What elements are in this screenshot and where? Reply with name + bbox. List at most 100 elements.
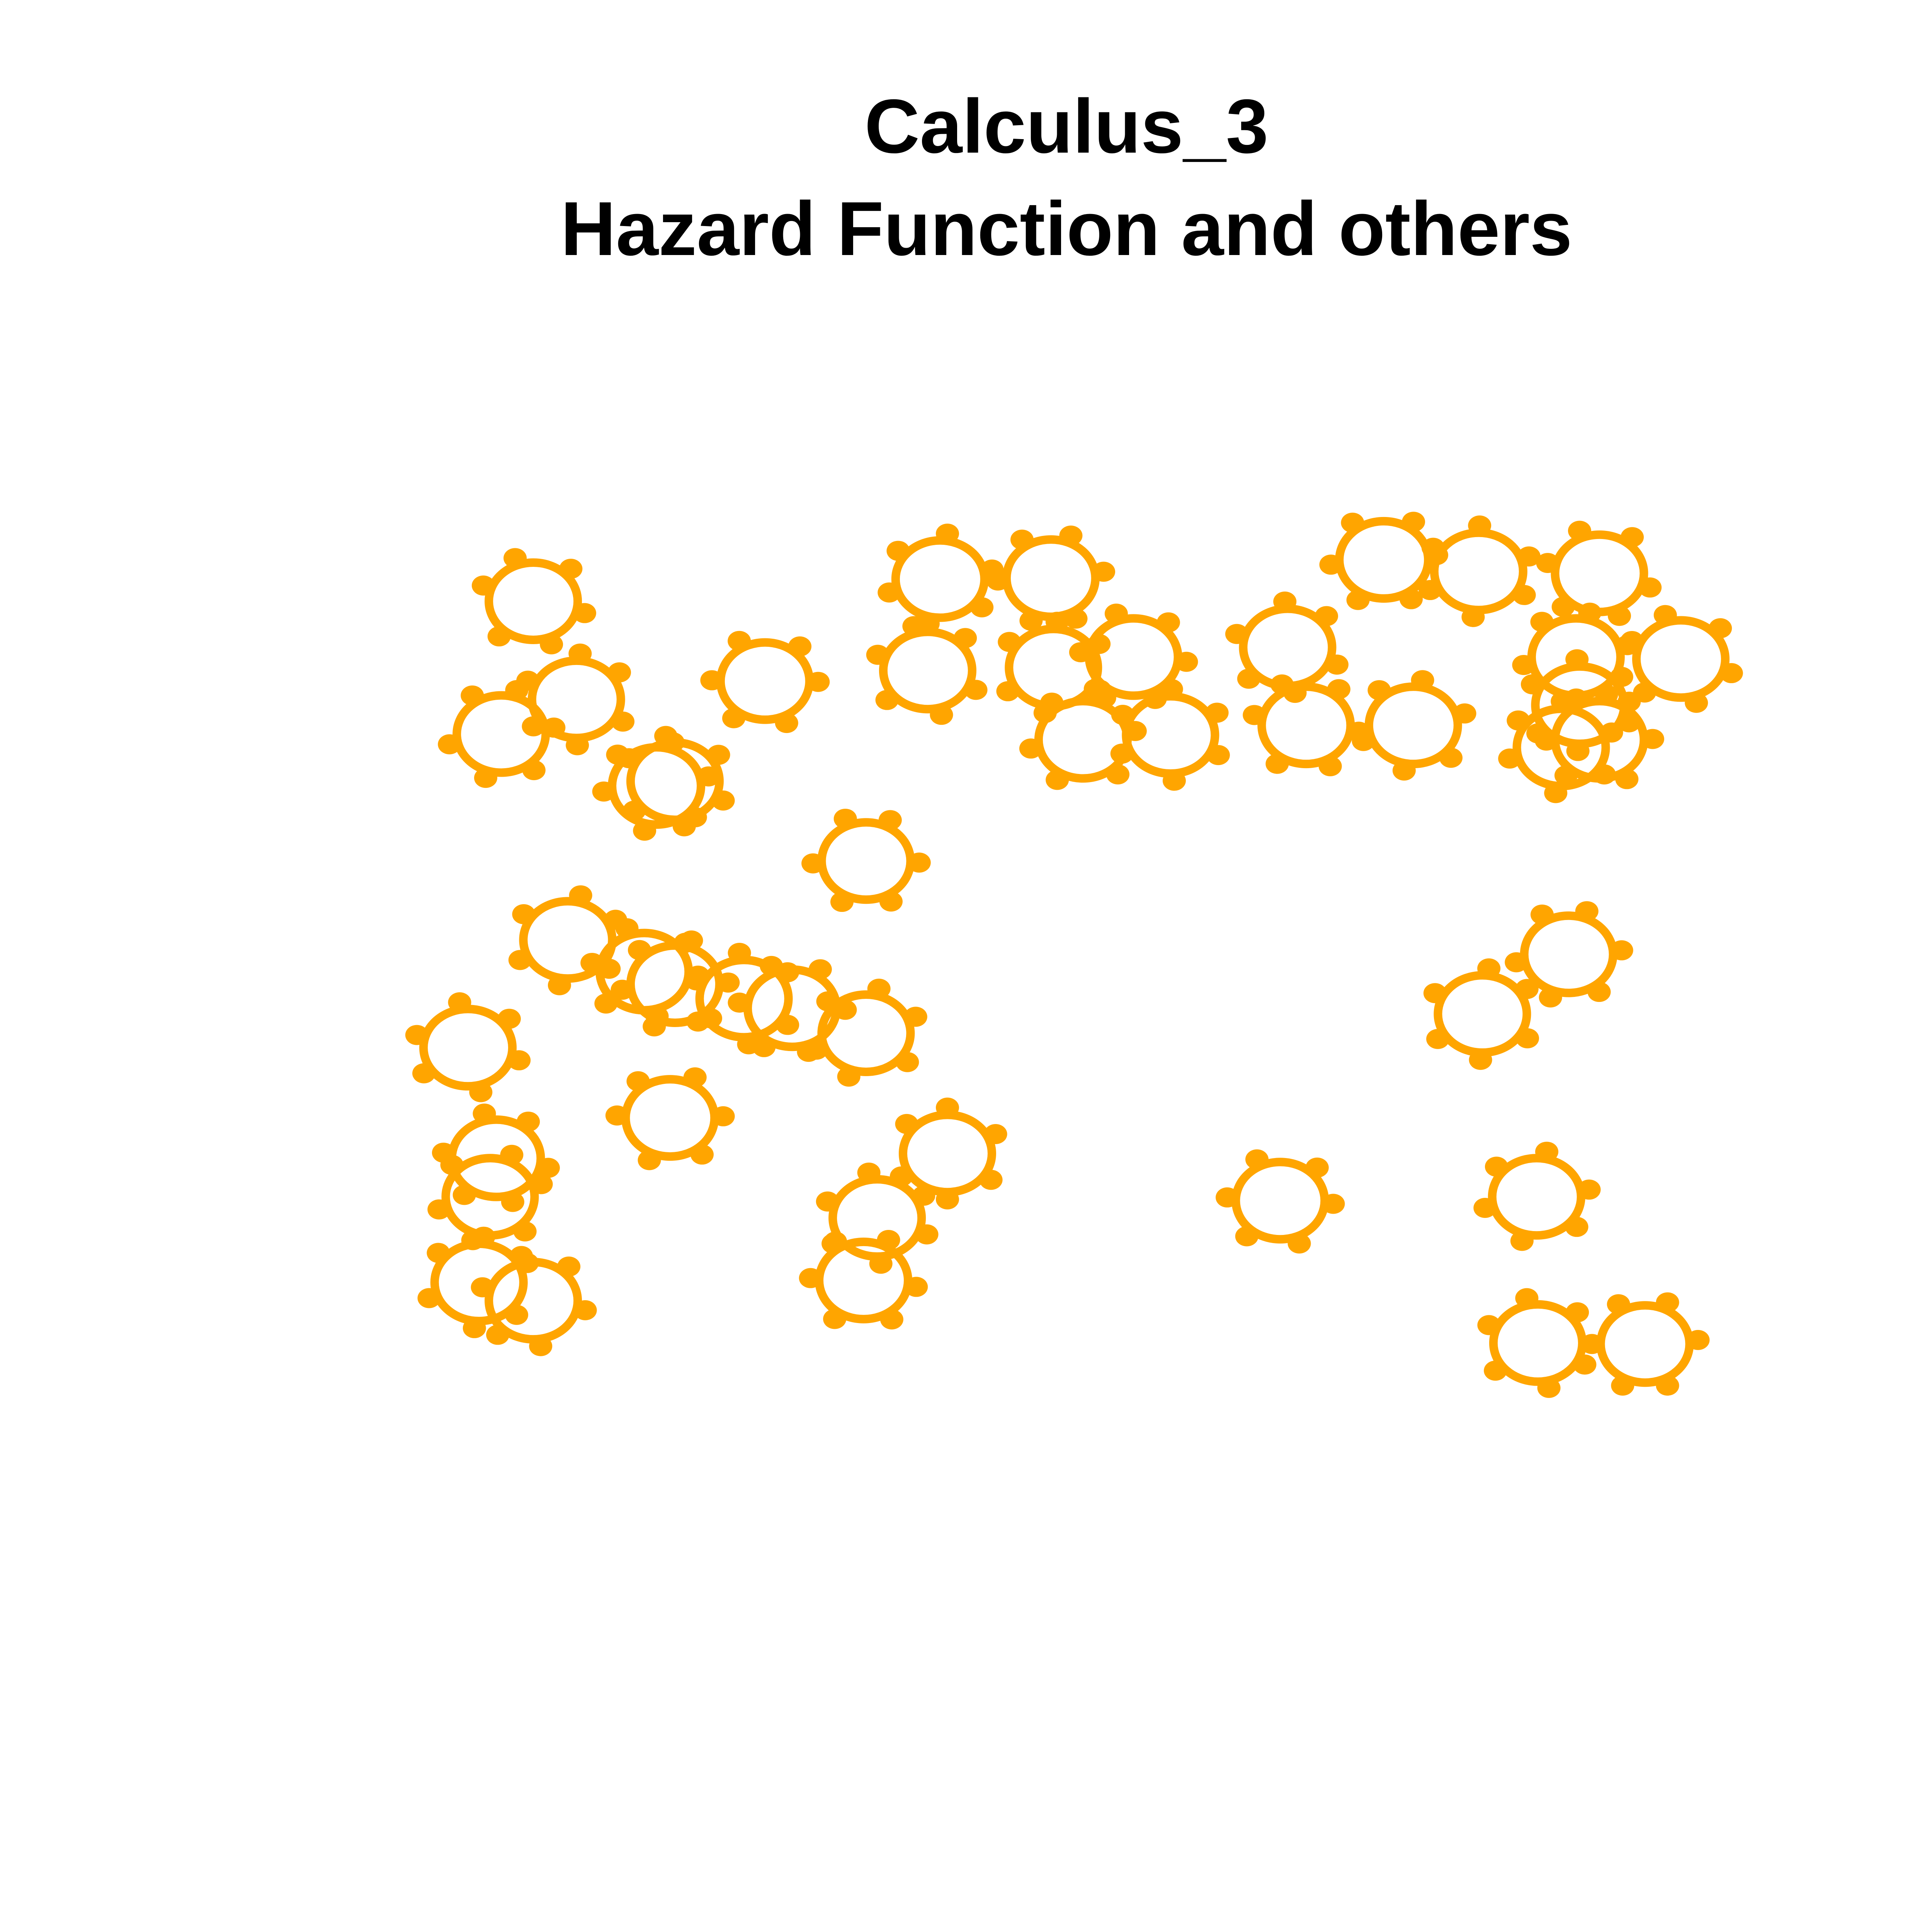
scatter-point-bump [1539, 987, 1562, 1008]
scatter-point-bump [1477, 958, 1501, 979]
scatter-point-bump [473, 1103, 496, 1124]
scatter-point-bump [1439, 748, 1463, 768]
scatter-point-ring [1430, 528, 1527, 614]
scatter-point-bump [497, 1009, 521, 1029]
scatter-point-bump [529, 1336, 553, 1356]
scatter-point-bump [626, 1071, 650, 1092]
scatter-point-bump [461, 685, 484, 706]
scatter-point-bump [512, 904, 536, 925]
scatter-point-bump [448, 992, 471, 1013]
scatter-point-bump [878, 582, 901, 603]
scatter-point-bump [505, 1304, 528, 1325]
scatter-point-bump [1327, 679, 1350, 699]
scatter-point [805, 978, 927, 1087]
scatter-point-bump [500, 1145, 524, 1165]
scatter-point-bump [1633, 682, 1656, 703]
scatter-point-bump [1059, 526, 1083, 546]
scatter-point-bump [905, 1277, 928, 1297]
scatter-point-bump [540, 634, 563, 655]
scatter-point-bump [522, 716, 545, 736]
scatter-point [1243, 674, 1371, 776]
scatter-point-bump [824, 1231, 847, 1252]
scatter-point-bump [1468, 515, 1492, 536]
scatter-point-bump [622, 800, 646, 821]
scatter-point-bump [954, 628, 977, 648]
scatter-point-bump [607, 662, 631, 683]
scatter-point-bump [1319, 554, 1343, 575]
scatter-point-bump [566, 735, 589, 755]
scatter-point-bump [896, 1052, 919, 1072]
scatter-point-bump [1611, 1375, 1634, 1396]
scatter-point-bump [833, 808, 857, 829]
scatter-point-bump [516, 670, 540, 691]
scatter-point-bump [1575, 901, 1599, 922]
scatter-point-bump [1485, 1156, 1508, 1177]
scatter-point-bump [1512, 585, 1536, 605]
scatter-point [617, 726, 735, 837]
scatter-point-bump [837, 1066, 861, 1087]
scatter-point [1418, 515, 1541, 627]
scatter-point-bump [1418, 580, 1442, 600]
scatter-point-bump [412, 1063, 436, 1083]
scatter-point-bump [1315, 606, 1338, 626]
scatter-point [1216, 1149, 1345, 1254]
scatter-point-bump [1573, 1354, 1597, 1375]
scatter-point-bump [722, 708, 746, 728]
scatter-point-bump [617, 748, 641, 769]
scatter-point-bump [1110, 743, 1134, 764]
scatter-point-bump [529, 1174, 553, 1194]
scatter-point-bump [1473, 1197, 1497, 1218]
scatter-point-bump [984, 1124, 1007, 1145]
scatter-point [1505, 901, 1633, 1008]
scatter-point-bump [672, 816, 696, 837]
plot-area [405, 512, 1743, 1398]
scatter-point-bump [573, 603, 596, 623]
scatter-point-bump [1243, 705, 1266, 725]
scatter-point-bump [1400, 589, 1423, 609]
scatter-point-bump [1461, 607, 1485, 627]
scatter-point-bump [857, 1162, 881, 1183]
scatter-point-bump [1245, 1149, 1269, 1170]
scatter-point-bump [594, 993, 618, 1014]
scatter-point-bump [1621, 527, 1644, 548]
scatter-point-bump [1520, 674, 1544, 694]
scatter-point [1580, 1292, 1710, 1396]
scatter-point-bump [816, 991, 840, 1012]
scatter-point-bump [1551, 597, 1575, 617]
scatter-point [471, 548, 596, 655]
scatter-point-bump [1162, 770, 1186, 791]
scatter-point-bump [1111, 705, 1134, 725]
scatter-point-bump [1620, 631, 1644, 651]
scatter-point-bump [440, 1155, 464, 1175]
scatter-point-bump [1305, 1157, 1329, 1178]
scatter-point-bump [788, 636, 812, 656]
scatter-point-bump [830, 892, 854, 912]
scatter-point-bump [799, 1268, 822, 1288]
scatter-point-bump [557, 1256, 581, 1277]
scatter-point-bump [638, 1150, 661, 1170]
scatter-point-bump [806, 672, 830, 692]
scatter-point [866, 616, 988, 725]
scatter-point [405, 992, 531, 1102]
scatter-point-bump [1287, 1233, 1311, 1254]
scatter-point-ring [1002, 535, 1100, 621]
scatter-point-bump [1638, 577, 1662, 598]
scatter-point-bump [1426, 1029, 1450, 1049]
scatter-point [1620, 605, 1743, 713]
scatter-point-ring [626, 738, 724, 824]
scatter-point [438, 680, 566, 788]
scatter-point-bump [683, 1067, 707, 1088]
scatter-point-bump [522, 760, 546, 781]
scatter-point-bump [1565, 649, 1589, 670]
scatter-point-bump [1507, 710, 1530, 731]
scatter-point-ring [1520, 911, 1617, 997]
scatter-point-bump [1235, 1226, 1259, 1247]
scatter-point-bump [935, 1097, 959, 1118]
scatter-point-bump [1709, 618, 1732, 638]
scatter-point-bump [690, 1144, 714, 1165]
scatter-point-bump [1352, 731, 1375, 751]
scatter-point-ring [1632, 616, 1730, 702]
scatter-point-bump [469, 1082, 493, 1102]
scatter-point-bump [1318, 756, 1342, 776]
